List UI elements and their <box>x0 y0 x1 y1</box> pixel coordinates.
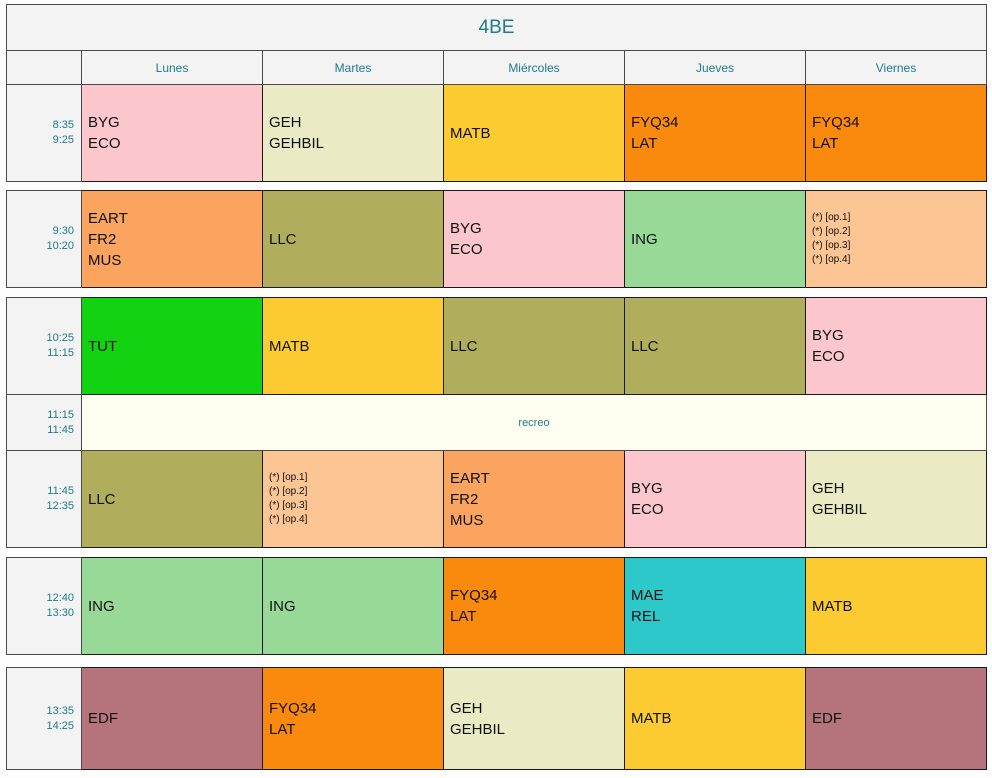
timetable-row-block: 12:40 13:30 ING ING FYQ34 LAT MAE REL MA… <box>6 557 987 655</box>
lesson-row-6: 12:40 13:30 ING ING FYQ34 LAT MAE REL MA… <box>6 557 987 655</box>
time-slot: 12:40 13:30 <box>6 557 82 655</box>
lesson-cell: TUT <box>81 297 263 395</box>
day-header-lunes: Lunes <box>81 50 263 85</box>
lesson-cell: FYQ34 LAT <box>805 84 987 182</box>
break-cell: recreo <box>81 394 987 451</box>
lesson-row-7: 13:35 14:25 EDF FYQ34 LAT GEH GEHBIL MAT… <box>6 667 987 770</box>
day-header-jueves: Jueves <box>624 50 806 85</box>
lesson-cell: GEH GEHBIL <box>443 667 625 770</box>
lesson-cell: MATB <box>262 297 444 395</box>
day-header-martes: Martes <box>262 50 444 85</box>
timetable-row-block: 9:30 10:20 EART FR2 MUS LLC BYG ECO ING … <box>6 190 987 288</box>
lesson-cell: GEH GEHBIL <box>262 84 444 182</box>
lesson-cell: MATB <box>624 667 806 770</box>
time-slot: 11:45 12:35 <box>6 450 82 548</box>
time-slot: 9:30 10:20 <box>6 190 82 288</box>
lesson-cell: EART FR2 MUS <box>81 190 263 288</box>
lesson-cell: ING <box>81 557 263 655</box>
lesson-cell: ING <box>262 557 444 655</box>
timetable-page: 4BE Lunes Martes Miércoles Jueves Vierne… <box>6 4 987 770</box>
lesson-cell: BYG ECO <box>81 84 263 182</box>
lesson-row-3: 10:25 11:15 TUT MATB LLC LLC BYG ECO <box>6 297 987 395</box>
lesson-row-2: 9:30 10:20 EART FR2 MUS LLC BYG ECO ING … <box>6 190 987 288</box>
time-slot: 13:35 14:25 <box>6 667 82 770</box>
lesson-cell: LLC <box>81 450 263 548</box>
lesson-cell: FYQ34 LAT <box>262 667 444 770</box>
lesson-cell-options: (*) [op.1] (*) [op.2] (*) [op.3] (*) [op… <box>805 190 987 288</box>
lesson-cell: MATB <box>443 84 625 182</box>
break-row: 11:15 11:45 recreo <box>6 394 987 451</box>
lesson-cell: BYG ECO <box>443 190 625 288</box>
day-header-miercoles: Miércoles <box>443 50 625 85</box>
time-column-header <box>6 50 82 85</box>
lesson-cell: MATB <box>805 557 987 655</box>
lesson-cell: ING <box>624 190 806 288</box>
lesson-row-5: 11:45 12:35 LLC (*) [op.1] (*) [op.2] (*… <box>6 450 987 548</box>
lesson-cell: MAE REL <box>624 557 806 655</box>
time-slot: 11:15 11:45 <box>6 394 82 451</box>
lesson-cell: BYG ECO <box>805 297 987 395</box>
lesson-cell: EDF <box>805 667 987 770</box>
time-slot: 8:35 9:25 <box>6 84 82 182</box>
lesson-cell: EART FR2 MUS <box>443 450 625 548</box>
lesson-cell: LLC <box>262 190 444 288</box>
lesson-cell: FYQ34 LAT <box>443 557 625 655</box>
lesson-row-1: 8:35 9:25 BYG ECO GEH GEHBIL MATB FYQ34 … <box>6 84 987 182</box>
lesson-cell-options: (*) [op.1] (*) [op.2] (*) [op.3] (*) [op… <box>262 450 444 548</box>
timetable-row-block: 13:35 14:25 EDF FYQ34 LAT GEH GEHBIL MAT… <box>6 667 987 770</box>
day-header-viernes: Viernes <box>805 50 987 85</box>
title-row: 4BE <box>6 4 987 51</box>
timetable-mid-block: 10:25 11:15 TUT MATB LLC LLC BYG ECO 11:… <box>6 297 987 548</box>
timetable-top-block: 4BE Lunes Martes Miércoles Jueves Vierne… <box>6 4 987 182</box>
time-slot: 10:25 11:15 <box>6 297 82 395</box>
lesson-cell: LLC <box>624 297 806 395</box>
lesson-cell: BYG ECO <box>624 450 806 548</box>
lesson-cell: FYQ34 LAT <box>624 84 806 182</box>
lesson-cell: GEH GEHBIL <box>805 450 987 548</box>
day-header-row: Lunes Martes Miércoles Jueves Viernes <box>6 50 987 85</box>
lesson-cell: EDF <box>81 667 263 770</box>
lesson-cell: LLC <box>443 297 625 395</box>
class-title: 4BE <box>6 4 987 51</box>
